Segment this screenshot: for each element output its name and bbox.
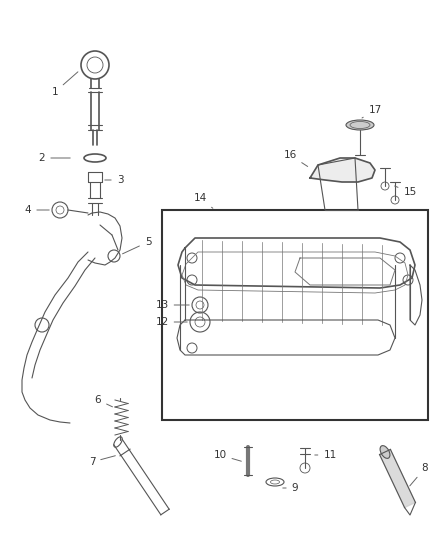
- Text: 4: 4: [25, 205, 49, 215]
- Text: 16: 16: [283, 150, 307, 166]
- Text: 14: 14: [193, 193, 213, 208]
- Polygon shape: [380, 449, 415, 507]
- Text: 2: 2: [39, 153, 70, 163]
- Text: 5: 5: [123, 237, 151, 254]
- Text: 9: 9: [283, 483, 298, 493]
- Text: 12: 12: [155, 317, 187, 327]
- Bar: [162, 210, 428, 420]
- Text: 6: 6: [95, 395, 113, 407]
- Text: 1: 1: [52, 72, 78, 97]
- Ellipse shape: [346, 120, 374, 130]
- Text: 10: 10: [213, 450, 241, 461]
- Text: 7: 7: [88, 456, 115, 467]
- Text: 11: 11: [315, 450, 337, 460]
- Text: 17: 17: [362, 105, 381, 118]
- Text: 13: 13: [155, 300, 189, 310]
- Ellipse shape: [380, 446, 390, 458]
- Text: 8: 8: [410, 463, 428, 486]
- Text: 3: 3: [105, 175, 124, 185]
- Polygon shape: [310, 158, 375, 182]
- Text: 15: 15: [395, 186, 417, 197]
